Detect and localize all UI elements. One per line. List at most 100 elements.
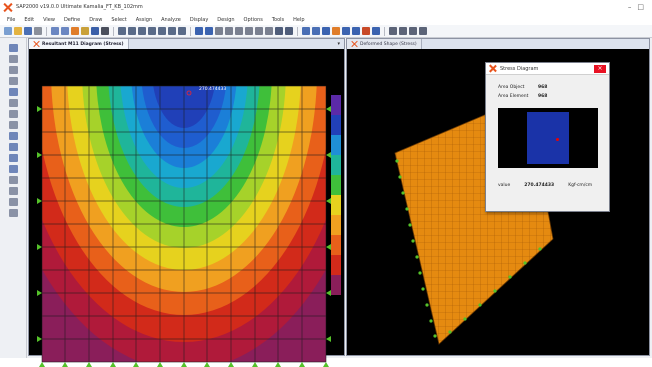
sap2000-x-icon — [489, 65, 496, 72]
menu-display[interactable]: Display — [189, 16, 209, 23]
select-dropdown-icon[interactable] — [389, 27, 397, 35]
redo-icon[interactable] — [61, 27, 69, 35]
menu-tools[interactable]: Tools — [271, 16, 285, 23]
area-object-label: Area Object — [498, 85, 525, 90]
menu-define[interactable]: Define — [63, 16, 81, 23]
draw-frame-side-icon[interactable] — [8, 77, 18, 85]
print-icon[interactable] — [34, 27, 42, 35]
snap-dropdown-icon[interactable] — [399, 27, 407, 35]
snap-perpendicular-icon[interactable] — [8, 209, 18, 217]
draw-joint-icon[interactable] — [8, 66, 18, 74]
dialog-value-row: value 270.474433 Kgf-cm/cm — [498, 183, 592, 188]
draw-solid-icon[interactable] — [8, 121, 18, 129]
element-preview — [498, 108, 598, 168]
chevron-down-icon[interactable]: ▾ — [337, 41, 340, 47]
tab-resultant-m11[interactable]: Resultant M11 Diagram (Stress) — [29, 39, 129, 49]
side-toolbar — [0, 38, 27, 358]
dialog-close-button[interactable]: × — [594, 65, 606, 73]
run-analysis-icon[interactable] — [91, 27, 99, 35]
select-all-icon[interactable] — [8, 132, 18, 140]
clear-selection-icon[interactable] — [8, 154, 18, 162]
new-model-icon[interactable] — [4, 27, 12, 35]
quick-draw-icon[interactable] — [362, 27, 370, 35]
menu-select[interactable]: Select — [111, 16, 127, 23]
yz-view-icon[interactable] — [225, 27, 233, 35]
zoom-out-icon[interactable] — [128, 27, 136, 35]
more-dropdown-icon[interactable] — [419, 27, 427, 35]
set-display-options-icon[interactable] — [285, 27, 293, 35]
stress-unit: Kgf-cm/cm — [568, 183, 593, 188]
nv-view-icon[interactable] — [235, 27, 243, 35]
draw-area-side-icon[interactable] — [8, 88, 18, 96]
draw-area-icon[interactable] — [372, 27, 380, 35]
close-x-icon[interactable] — [33, 41, 39, 47]
value-label: value — [498, 183, 511, 188]
pencil-icon[interactable] — [71, 27, 79, 35]
maximize-icon[interactable]: □ — [637, 3, 644, 11]
minimize-icon[interactable]: – — [627, 3, 632, 11]
stress-contour-view[interactable]: Resultant M11 Diagram (Stress) ▾ — [28, 38, 345, 367]
lock-icon[interactable] — [81, 27, 89, 35]
menu-bar: File Edit View Define Draw Select Assign… — [0, 14, 652, 25]
show-deformed-icon[interactable] — [312, 27, 320, 35]
stress-value: 270.474433 — [524, 183, 555, 188]
design-icon[interactable] — [101, 27, 109, 35]
tab-deformed-shape[interactable]: Deformed Shape (Stress) — [347, 39, 422, 49]
zoom-in-icon[interactable] — [118, 27, 126, 35]
max-stress-marker — [186, 90, 192, 96]
menu-options[interactable]: Options — [243, 16, 263, 23]
intersecting-line-icon[interactable] — [8, 165, 18, 173]
up-one-level-icon[interactable] — [245, 27, 253, 35]
tab-label: Resultant M11 Diagram (Stress) — [42, 41, 124, 47]
stress-contour-plot — [37, 85, 341, 367]
app-window: SAP2000 v19.0.0 Ultimate Kamalia_FT_KB_1… — [0, 0, 652, 358]
options-dropdown-icon[interactable] — [409, 27, 417, 35]
show-undeformed-icon[interactable] — [302, 27, 310, 35]
zoom-window-icon[interactable] — [138, 27, 146, 35]
xz-view-icon[interactable] — [215, 27, 223, 35]
show-stresses-icon[interactable] — [332, 27, 340, 35]
pointer-icon[interactable] — [8, 44, 18, 52]
tab-label: Deformed Shape (Stress) — [360, 41, 417, 47]
get-previous-icon[interactable] — [8, 143, 18, 151]
menu-draw[interactable]: Draw — [89, 16, 103, 23]
title-bar: SAP2000 v19.0.0 Ultimate Kamalia_FT_KB_1… — [0, 0, 652, 14]
snap-midpoint-icon[interactable] — [8, 187, 18, 195]
menu-assign[interactable]: Assign — [135, 16, 153, 23]
3d-view-icon[interactable] — [195, 27, 203, 35]
save-icon[interactable] — [24, 27, 32, 35]
open-folder-icon[interactable] — [14, 27, 22, 35]
left-pane-tabbar: Resultant M11 Diagram (Stress) — [29, 39, 344, 49]
rotate-3d-icon[interactable] — [265, 27, 273, 35]
menu-design[interactable]: Design — [217, 16, 235, 23]
draw-frame-icon[interactable] — [352, 27, 360, 35]
pan-icon[interactable] — [168, 27, 176, 35]
down-one-level-icon[interactable] — [255, 27, 263, 35]
toolbar-separator — [46, 26, 47, 36]
menu-help[interactable]: Help — [293, 16, 305, 23]
xy-view-icon[interactable] — [205, 27, 213, 35]
undo-icon[interactable] — [51, 27, 59, 35]
snap-joints-icon[interactable] — [8, 176, 18, 184]
menu-view[interactable]: View — [43, 16, 55, 23]
snap-intersection-icon[interactable] — [8, 198, 18, 206]
menu-edit[interactable]: Edit — [24, 16, 35, 23]
menu-analyze[interactable]: Analyze — [161, 16, 181, 23]
dialog-title: Stress Diagram — [500, 65, 539, 72]
menu-file[interactable]: File — [7, 16, 16, 23]
draw-rect-icon[interactable] — [8, 99, 18, 107]
element-preview-fill — [527, 112, 569, 164]
plate-supports — [395, 159, 542, 338]
right-pane-tabbar: Deformed Shape (Stress) — [347, 39, 649, 49]
show-forces-icon[interactable] — [322, 27, 330, 35]
zoom-full-icon[interactable] — [158, 27, 166, 35]
show-tables-icon[interactable] — [342, 27, 350, 35]
quick-area-icon[interactable] — [8, 110, 18, 118]
perspective-icon[interactable] — [275, 27, 283, 35]
toolbar-separator — [297, 26, 298, 36]
dialog-titlebar[interactable]: Stress Diagram × — [486, 63, 609, 75]
zoom-previous-icon[interactable] — [148, 27, 156, 35]
refresh-icon[interactable] — [178, 27, 186, 35]
window-controls: – □ — [628, 3, 644, 11]
reshape-icon[interactable] — [8, 55, 18, 63]
